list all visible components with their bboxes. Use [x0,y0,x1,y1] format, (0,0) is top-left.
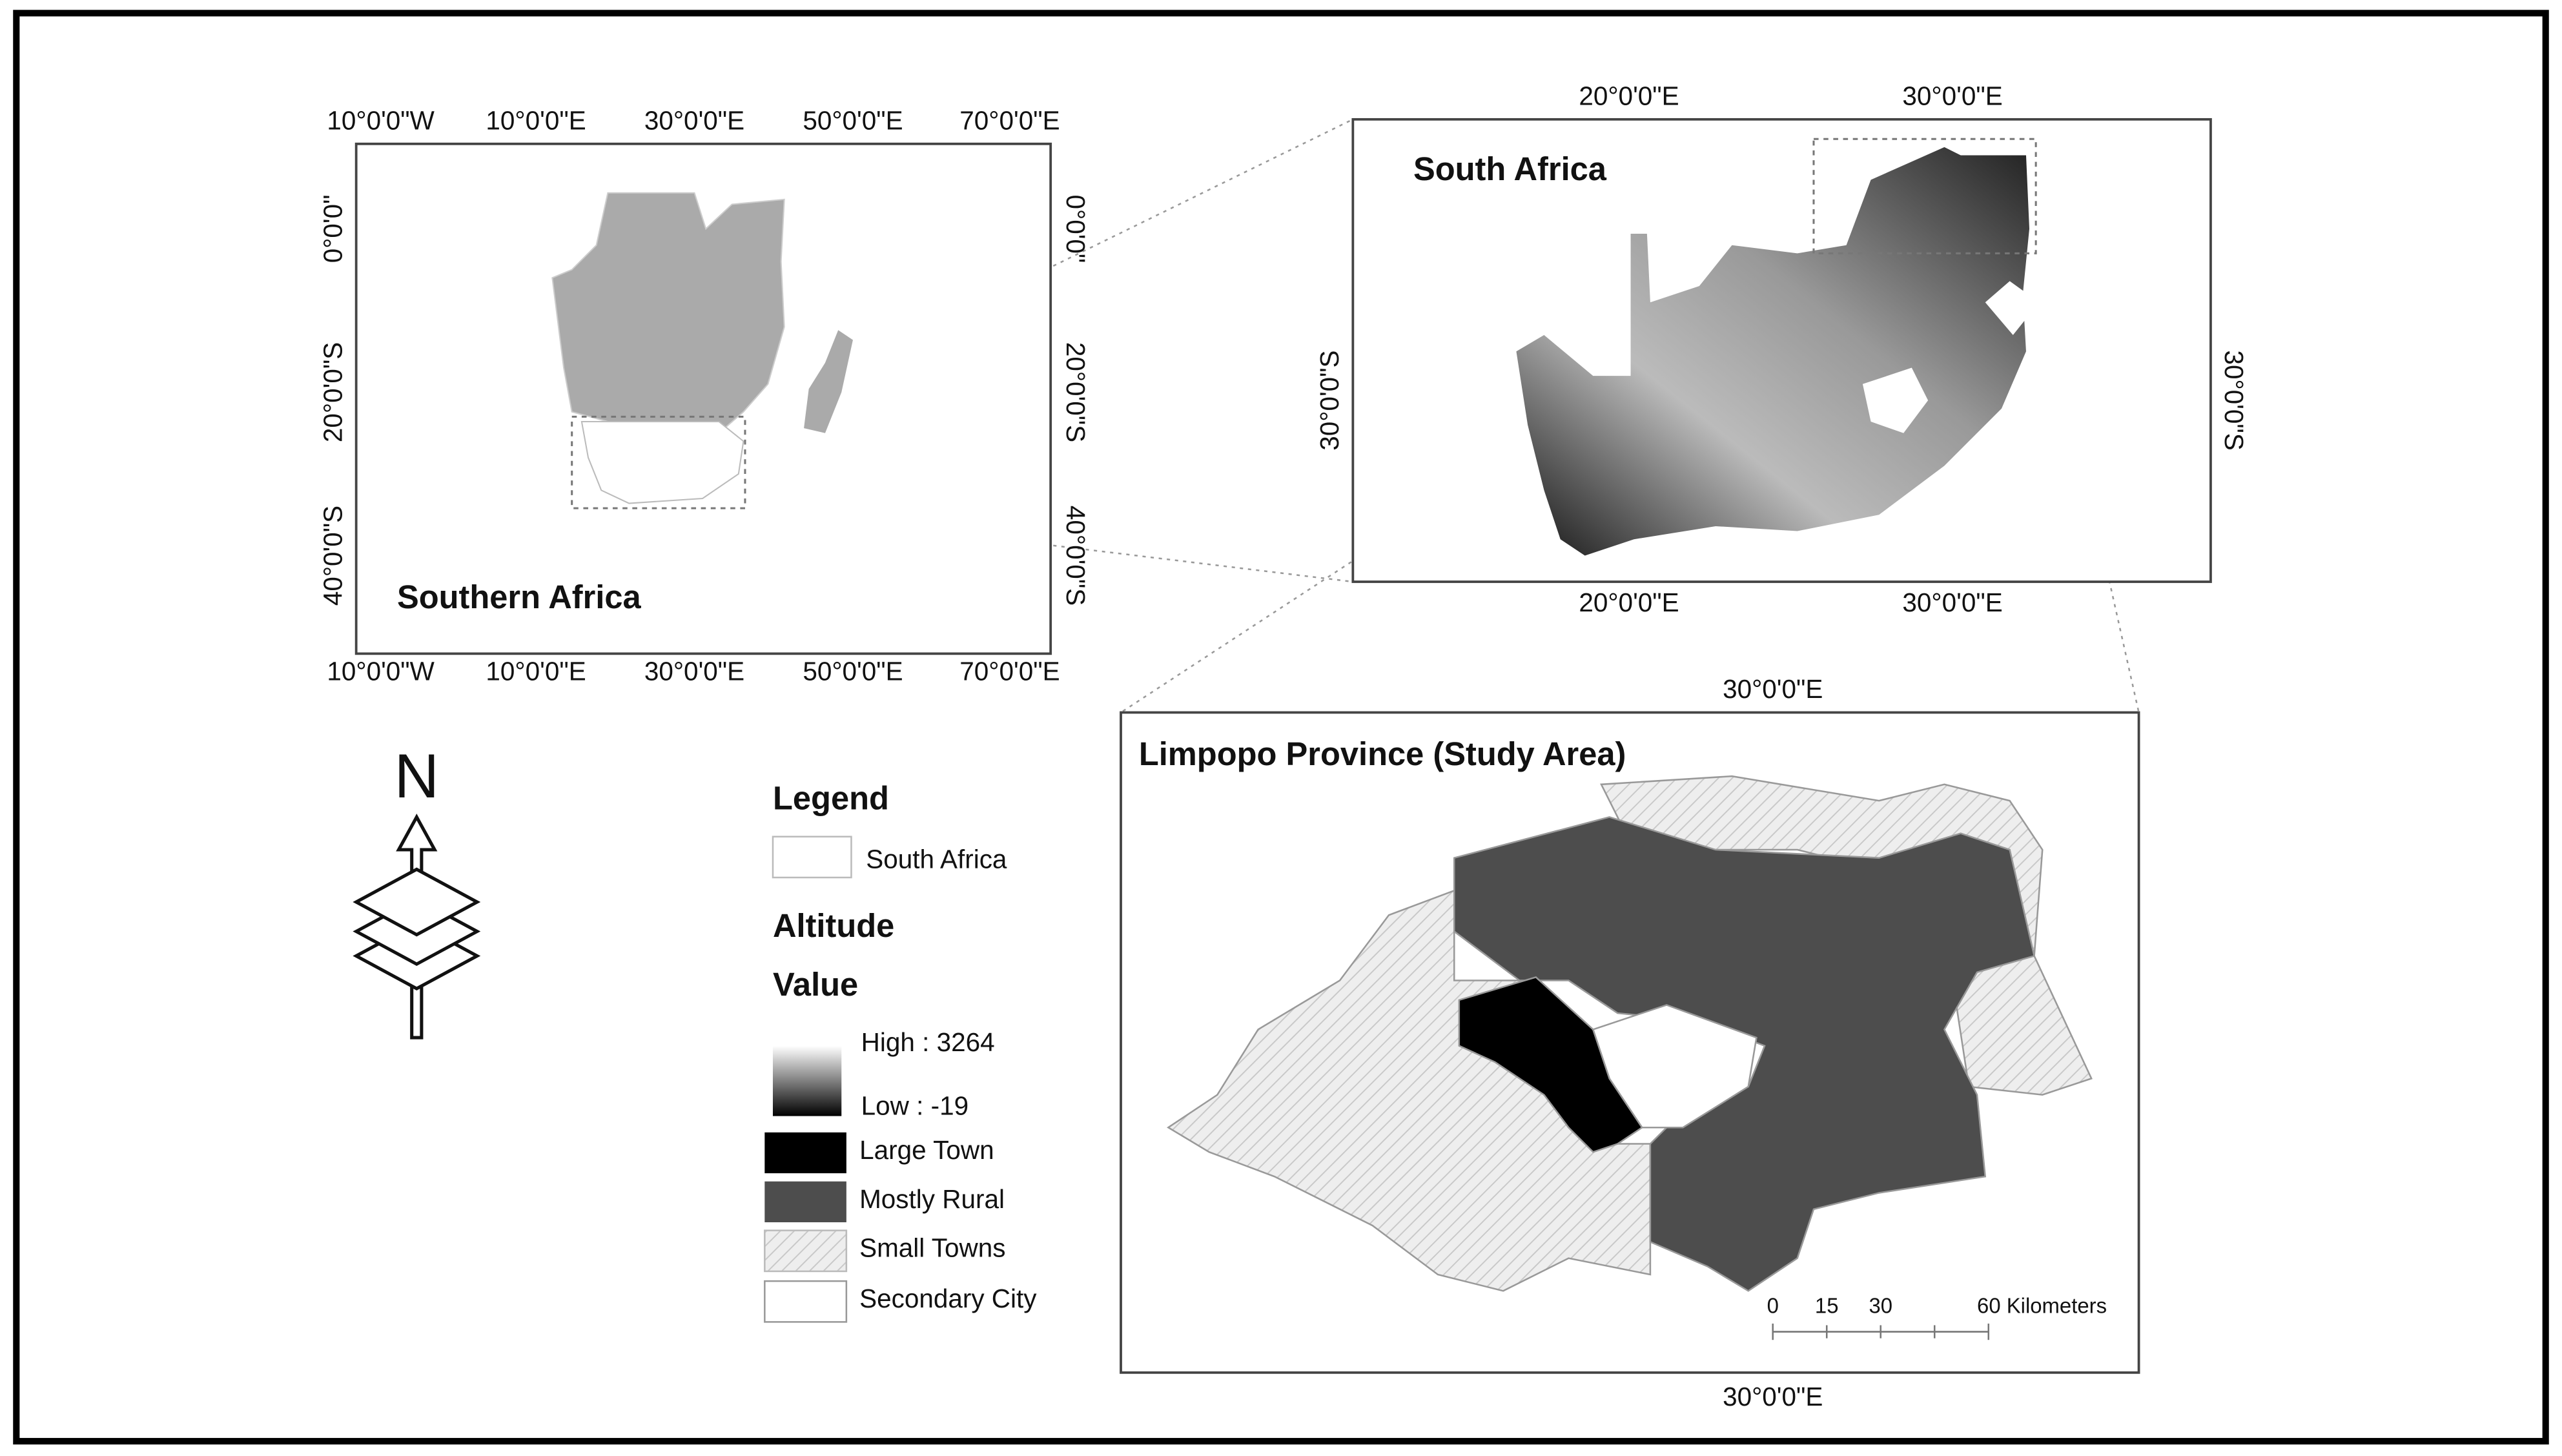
secondary-city [1592,1004,1758,1129]
legend-title: Legend [773,779,889,816]
south-africa-panel: South Africa [1351,118,2212,583]
legend-label: Secondary City [859,1284,1037,1313]
scale-label: 60 Kilometers [1977,1293,2107,1317]
grid-label: 40°0'0"S [1061,506,1091,606]
panel-title: Limpopo Province (Study Area) [1139,735,1626,772]
extent-box [571,415,746,509]
legend: Legend South Africa Altitude Value High … [764,779,1037,1323]
grid-label: 70°0'0"E [959,106,1060,136]
grid-label: 70°0'0"E [959,656,1060,686]
grid-label: 30°0'0"S [2219,350,2249,450]
grid-label: 30°0'0"E [1902,588,2002,617]
legend-swatch [772,836,852,879]
legend-subtitle: Value [773,966,858,1003]
legend-label: Low : -19 [861,1091,968,1121]
grid-label: 0°0'0" [1061,194,1091,263]
grid-label: 20°0'0"E [1579,588,1679,617]
legend-label: High : 3264 [861,1027,995,1057]
grid-label: 20°0'0"E [1579,81,1679,111]
scale-bar [1772,1323,1990,1340]
large-town [1458,976,1644,1153]
grid-label: 30°0'0"E [644,656,744,686]
legend-swatch [764,1181,846,1223]
grid-label: 40°0'0"S [318,506,347,606]
grid-label: 10°0'0"E [486,106,586,136]
panel-title: Southern Africa [397,579,642,615]
legend-subtitle: Altitude [773,907,894,944]
grid-label: 30°0'0"E [1902,81,2002,111]
legend-label: Large Town [859,1135,994,1165]
grid-label: 30°0'0"E [1723,674,1823,704]
grid-label: 0°0'0" [318,194,347,263]
north-arrow: N [353,742,481,1040]
altitude-ramp [772,1045,842,1116]
south-africa-land [580,420,744,504]
legend-swatch [764,1229,848,1273]
grid-label: 50°0'0"E [803,656,903,686]
madagascar [804,330,853,433]
limpopo-panel: Limpopo Province (Study Area) 30°0'0"E 3… [1120,674,2140,1411]
grid-label: 10°0'0"E [486,656,586,686]
extent-box [1812,138,2037,254]
grid-label: 10°0'0"W [327,656,435,686]
grid-label: 10°0'0"W [327,106,435,136]
grid-label: 20°0'0"S [318,342,347,442]
grid-label: 30°0'0"E [1723,1382,1823,1411]
eswatini [1985,281,2040,335]
legend-label: Small Towns [859,1233,1005,1263]
grid-label: 30°0'0"E [644,106,744,136]
legend-swatch [764,1132,846,1174]
scale-label: 0 [1767,1293,1779,1317]
scale-label: 15 [1815,1293,1839,1317]
grid-label: 20°0'0"S [1061,342,1091,442]
lesotho [1862,367,1929,433]
panel-title: South Africa [1413,150,1607,187]
grid-label: 30°0'0"S [1315,350,1344,450]
altitude-surface [1516,147,2030,556]
southern-africa-panel: Southern Africa [354,142,1052,655]
north-label: N [395,742,439,811]
grid-label: 50°0'0"E [803,106,903,136]
legend-label: Mostly Rural [859,1184,1005,1214]
scale-label: 30 [1869,1293,1892,1317]
legend-label: South Africa [866,844,1007,874]
legend-swatch [764,1280,848,1323]
